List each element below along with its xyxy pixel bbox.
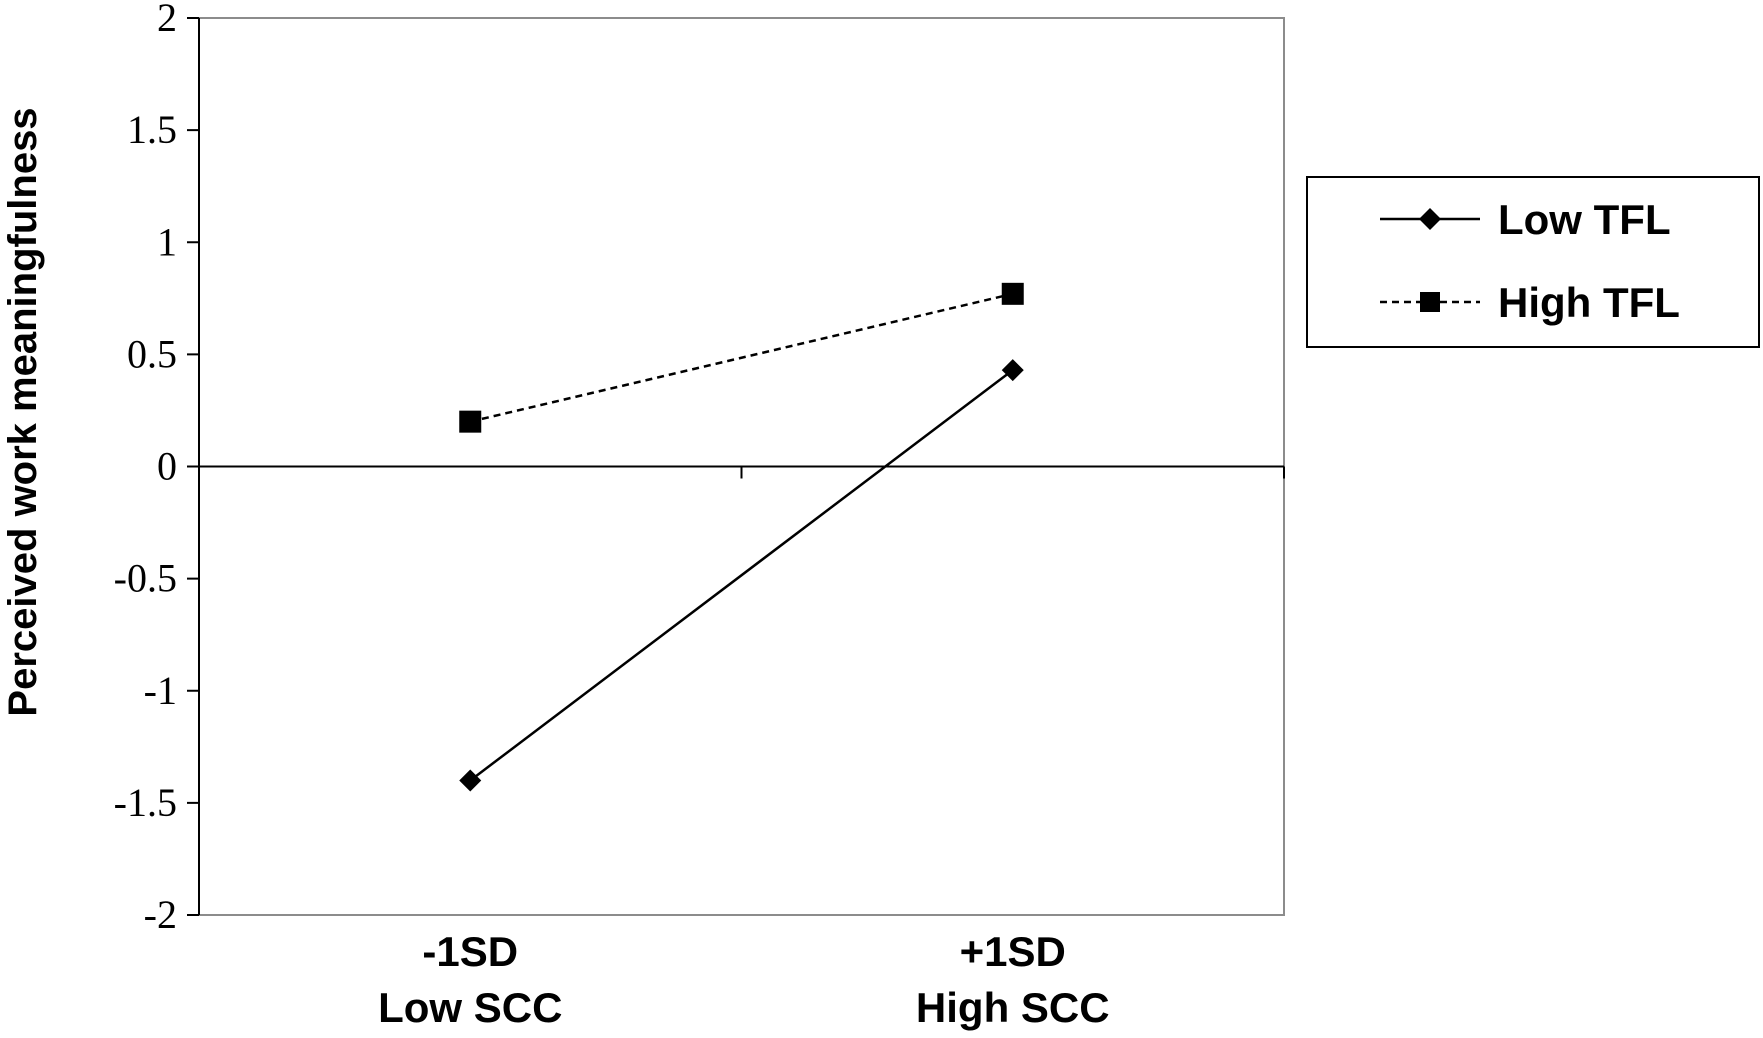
legend-label-high-tfl: High TFL [1498, 279, 1680, 326]
x-category-label-line1: -1SD [422, 928, 518, 975]
legend-marker-low-tfl [1419, 208, 1441, 230]
y-tick-label: -1 [144, 668, 177, 713]
y-tick-label: 1 [157, 219, 177, 264]
y-tick-label: 0 [157, 444, 177, 489]
series-markers [459, 282, 1024, 792]
y-axis-ticks: 2 1.5 1 0.5 0 -0.5 -1 -1.5 -2 [114, 0, 199, 937]
x-category-label-line1: +1SD [960, 928, 1066, 975]
legend-marker-high-tfl [1420, 292, 1440, 312]
legend-label-low-tfl: Low TFL [1498, 196, 1671, 243]
data-point-high-tfl [459, 410, 482, 433]
x-category-label-line2: Low SCC [378, 984, 562, 1031]
y-axis-title: Perceived work meaningfulness [1, 107, 45, 716]
y-tick-label: 1.5 [127, 107, 177, 152]
x-category-label-line2: High SCC [916, 984, 1110, 1031]
data-point-low-tfl [459, 769, 482, 792]
x-axis-zero-line [199, 465, 1285, 479]
series-line-high-tfl [469, 292, 1014, 423]
series-line-low-tfl [469, 369, 1014, 782]
y-tick-label: 2 [157, 0, 177, 40]
legend: Low TFL High TFL [1306, 176, 1760, 348]
x-axis-category-labels: -1SD Low SCC +1SD High SCC [378, 928, 1109, 1031]
data-point-low-tfl [1001, 359, 1024, 382]
y-tick-label: -0.5 [114, 556, 177, 601]
data-point-high-tfl [1001, 282, 1024, 305]
y-tick-label: -1.5 [114, 780, 177, 825]
y-tick-label: 0.5 [127, 331, 177, 376]
series-lines [469, 292, 1014, 782]
y-tick-label: -2 [144, 892, 177, 937]
legend-box [1306, 176, 1760, 348]
